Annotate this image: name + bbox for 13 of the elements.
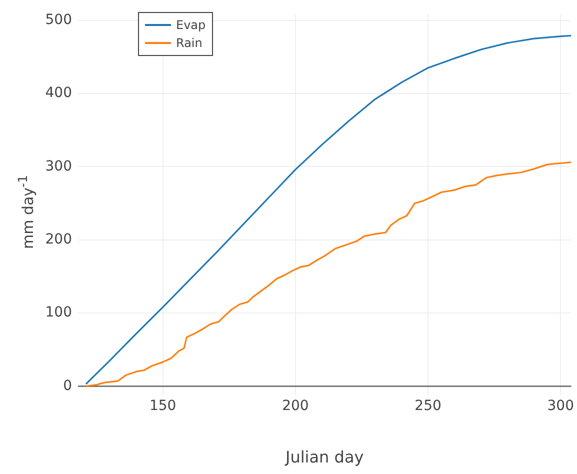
y-tick-label: 500 xyxy=(45,12,72,28)
y-tick-label: 0 xyxy=(63,378,72,394)
legend-label: Evap xyxy=(176,17,206,34)
y-tick-label: 400 xyxy=(45,85,72,102)
x-tick-label: 200 xyxy=(282,398,309,414)
y-tick-label: 200 xyxy=(45,231,72,248)
y-tick-label: 100 xyxy=(45,304,72,321)
legend-label: Rain xyxy=(176,35,202,52)
x-tick-label: 300 xyxy=(547,398,574,414)
x-tick-label: 250 xyxy=(414,398,442,414)
x-tick-label: 150 xyxy=(149,398,176,414)
x-axis-title: Julian day xyxy=(284,448,364,467)
y-tick-label: 300 xyxy=(45,158,72,174)
